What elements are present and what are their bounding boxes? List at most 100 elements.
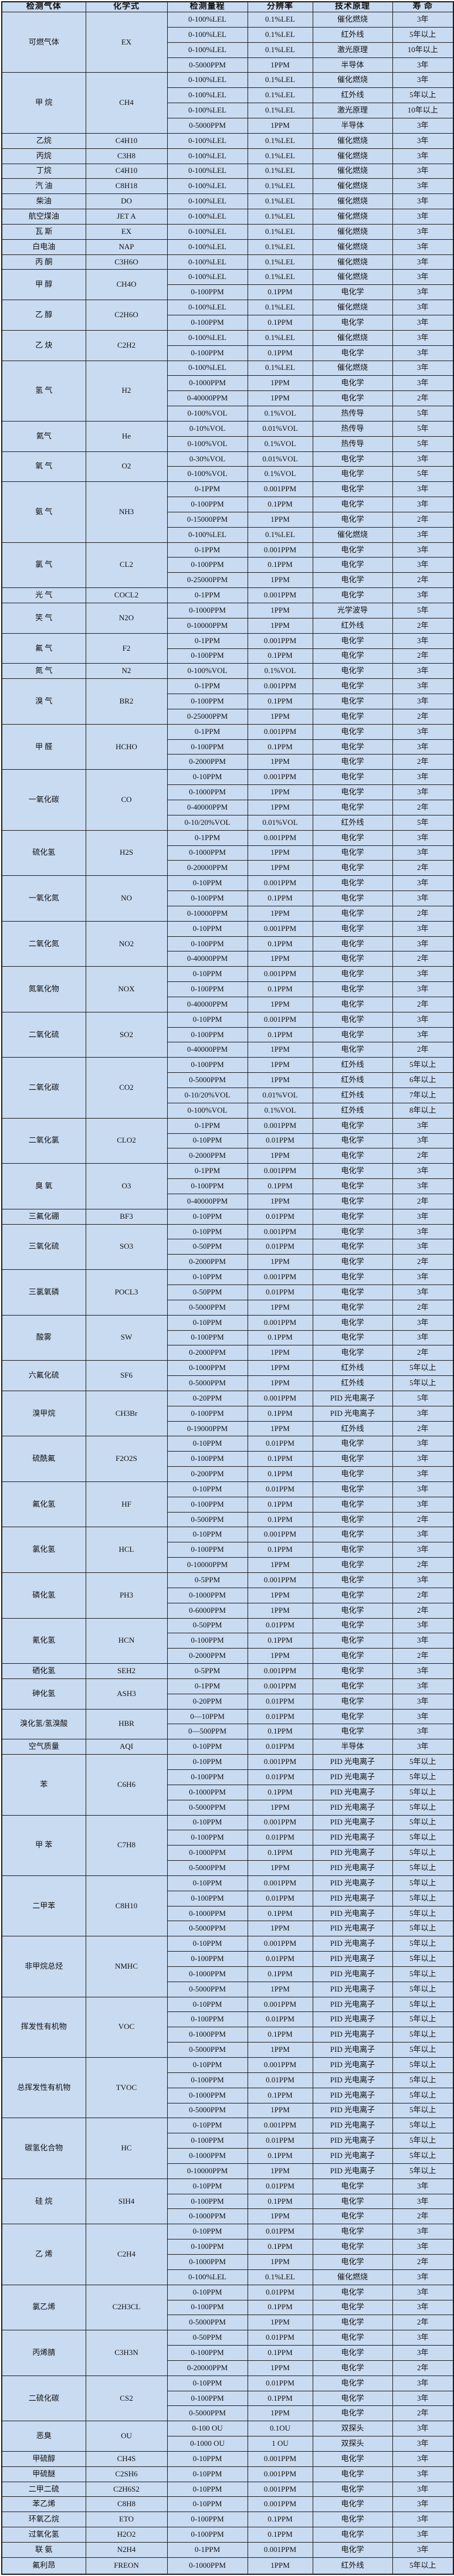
resolution-cell: 1PPM bbox=[247, 2208, 313, 2225]
principle-cell: 电化学 bbox=[312, 754, 393, 770]
formula-cell: NO2 bbox=[85, 920, 168, 967]
resolution-cell: 0.1PPM bbox=[247, 1724, 313, 1740]
lifetime-cell: 3年 bbox=[392, 875, 454, 892]
principle-cell: 电化学 bbox=[312, 875, 393, 892]
resolution-cell: 0.1OU bbox=[247, 2421, 313, 2437]
lifetime-cell: 5年以上 bbox=[392, 2072, 454, 2088]
table-row: 0-100PPM 0.1PPM 电化学 3年 bbox=[2, 2299, 454, 2316]
lifetime-cell: 2年 bbox=[392, 1420, 454, 1437]
lifetime-cell: 10年以上 bbox=[392, 42, 454, 58]
range-cell: 0-10PPM bbox=[167, 1875, 248, 1891]
table-row: 酸雾 SW 0-10PPM 0.001PPM 电化学 3年 bbox=[1, 1314, 454, 1361]
lifetime-cell: 3年 bbox=[392, 1027, 454, 1043]
gas-name-cell: 环氧乙烷 bbox=[1, 2512, 86, 2528]
formula-cell: OU bbox=[85, 2421, 168, 2452]
range-cell: 0-1000PPM bbox=[167, 1966, 248, 1982]
lifetime-cell: 3年 bbox=[392, 1481, 454, 1497]
lifetime-cell: 3年 bbox=[392, 1693, 454, 1710]
principle-cell: 电化学 bbox=[312, 2390, 393, 2407]
resolution-cell: 1PPM bbox=[247, 1860, 313, 1876]
lifetime-cell: 8年以上 bbox=[392, 1102, 454, 1119]
lifetime-cell: 5年以上 bbox=[392, 1784, 454, 1800]
resolution-cell: 0.001PPM bbox=[247, 875, 313, 892]
table-row: 0-5000PPM 1PPM PID 光电离子 5年以上 bbox=[2, 1921, 454, 1937]
range-cell: 0-100%VOL bbox=[167, 436, 248, 452]
principle-cell: 电化学 bbox=[312, 2284, 393, 2300]
range-cell: 0-6000PPM bbox=[167, 1602, 248, 1619]
principle-cell: 红外线 bbox=[312, 1360, 393, 1377]
gas-name-cell: 氦气 bbox=[1, 420, 86, 452]
range-cell: 0-10PPM bbox=[167, 875, 248, 892]
principle-cell: 电化学 bbox=[312, 1284, 393, 1300]
resolution-cell: 1PPM bbox=[247, 1299, 313, 1316]
gas-name-cell: 甲硫醚 bbox=[1, 2466, 86, 2482]
lifetime-cell: 10年以上 bbox=[392, 103, 454, 118]
principle-cell: 催化燃烧 bbox=[312, 132, 393, 149]
principle-cell: 电化学 bbox=[312, 1557, 393, 1573]
lifetime-cell: 3年 bbox=[392, 2390, 454, 2407]
principle-cell: 催化燃烧 bbox=[312, 178, 393, 195]
principle-cell: 电化学 bbox=[312, 1678, 393, 1694]
column-header: 化学式 bbox=[85, 1, 168, 13]
range-cell: 0-5000PPM bbox=[167, 1299, 248, 1316]
lifetime-cell: 5年 bbox=[392, 603, 454, 618]
range-cell: 0-10PPM bbox=[167, 1936, 248, 1952]
table-row: 三氧化硫 SO3 0-10PPM 0.001PPM 电化学 3年 bbox=[1, 1224, 454, 1270]
table-row: 航空煤油 JET A 0-100%LEL 0.1%LEL 催化燃烧 3年 bbox=[1, 209, 454, 225]
lifetime-cell: 3年 bbox=[392, 1284, 454, 1300]
resolution-cell: 1PPM bbox=[247, 1587, 313, 1603]
principle-cell: PID 光电离子 bbox=[312, 2148, 393, 2164]
formula-cell: F2O2S bbox=[85, 1436, 168, 1482]
range-cell: 0-100PPM bbox=[167, 2345, 248, 2361]
resolution-cell: 0.01PPM bbox=[247, 1708, 313, 1725]
principle-cell: 电化学 bbox=[312, 2254, 393, 2270]
principle-cell: 电化学 bbox=[312, 2345, 393, 2361]
table-row: 0-100PPM 0.01PPM PID 光电离子 5年以上 bbox=[2, 2133, 454, 2149]
range-cell: 0-40000PPM bbox=[167, 951, 248, 967]
principle-cell: 电化学 bbox=[312, 1345, 393, 1361]
lifetime-cell: 3年 bbox=[392, 193, 454, 210]
formula-cell: ASH3 bbox=[85, 1678, 168, 1710]
gas-name-cell: 甲 烷 bbox=[1, 72, 86, 134]
resolution-cell: 1PPM bbox=[247, 2042, 313, 2058]
principle-cell: 电化学 bbox=[312, 648, 393, 664]
principle-cell: 电化学 bbox=[312, 481, 393, 498]
gas-name-cell: 甲 醇 bbox=[1, 269, 86, 301]
gas-name-cell: 氯乙烯 bbox=[1, 2284, 86, 2331]
principle-cell: PID 光电离子 bbox=[312, 1996, 393, 2013]
range-cell: 0-100%LEL bbox=[167, 300, 248, 315]
principle-cell: 电化学 bbox=[312, 2193, 393, 2210]
principle-cell: 电化学 bbox=[312, 1330, 393, 1346]
table-row: 砷化氢 ASH3 0-1PPM 0.001PPM 电化学 3年 bbox=[1, 1678, 454, 1710]
resolution-cell: 1PPM bbox=[247, 2102, 313, 2119]
range-cell: 0-100PPM bbox=[167, 284, 248, 301]
resolution-cell: 0.1PPM bbox=[247, 1633, 313, 1649]
principle-cell: 电化学 bbox=[312, 2330, 393, 2346]
lifetime-cell: 3年 bbox=[392, 2466, 454, 2482]
range-cell: 0-1PPM bbox=[167, 678, 248, 695]
principle-cell: 催化燃烧 bbox=[312, 300, 393, 315]
range-cell: 0-100%LEL bbox=[167, 269, 248, 286]
resolution-cell: 1PPM bbox=[247, 617, 313, 634]
resolution-cell: 0.1PPM bbox=[247, 2527, 313, 2543]
principle-cell: 电化学 bbox=[312, 1163, 393, 1180]
principle-cell: 电化学 bbox=[312, 1633, 393, 1649]
gas-name-cell: 硫酰氟 bbox=[1, 1436, 86, 1482]
resolution-cell: 0.01PPM bbox=[247, 1693, 313, 1710]
table-row: 0-100PPM 0.01PPM PID 光电离子 5年以上 bbox=[2, 2011, 454, 2028]
lifetime-cell: 3年 bbox=[392, 118, 454, 134]
formula-cell: C8H10 bbox=[85, 1875, 168, 1937]
lifetime-cell: 5年以上 bbox=[392, 1921, 454, 1937]
principle-cell: 电化学 bbox=[312, 2512, 393, 2528]
table-row: 0-100PPM 0.1PPM 电化学 3年 bbox=[2, 936, 454, 952]
resolution-cell: 0.1PPM bbox=[247, 1542, 313, 1558]
table-row: 乙 烯 C2H4 0-10PPM 0.01PPM 电化学 3年 bbox=[1, 2224, 454, 2285]
lifetime-cell: 5年以上 bbox=[392, 2163, 454, 2179]
resolution-cell: 1PPM bbox=[247, 118, 313, 134]
principle-cell: PID 光电离子 bbox=[312, 2133, 393, 2149]
principle-cell: PID 光电离子 bbox=[312, 2072, 393, 2088]
lifetime-cell: 3年 bbox=[392, 132, 454, 149]
principle-cell: 电化学 bbox=[312, 2451, 393, 2467]
formula-cell: CS2 bbox=[85, 2375, 168, 2422]
